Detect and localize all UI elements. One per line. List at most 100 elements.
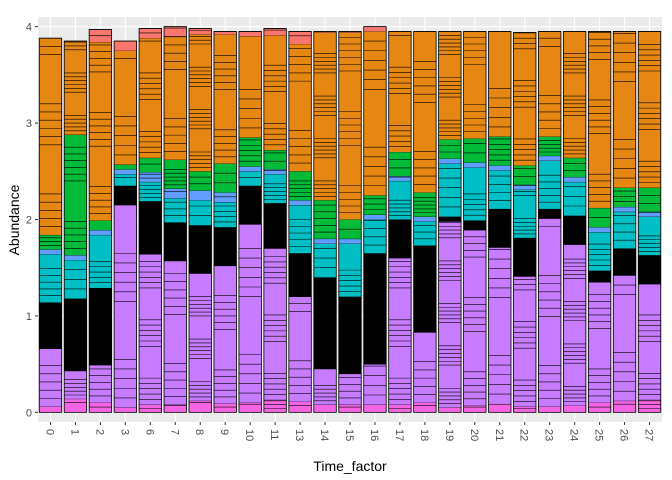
bar-outline bbox=[313, 31, 337, 413]
bar-segment-violet bbox=[89, 365, 112, 403]
bar-segment-orange bbox=[588, 31, 611, 208]
bar-segment-green bbox=[89, 220, 112, 231]
bar-7 bbox=[163, 26, 187, 413]
bar-segment-violet bbox=[438, 221, 462, 408]
bar-segment-blue bbox=[238, 166, 262, 172]
bar-segment-salmon bbox=[89, 29, 112, 43]
y-axis: 0 1 2 3 4 bbox=[26, 22, 38, 419]
bar-15 bbox=[338, 31, 362, 413]
bar-outline bbox=[513, 32, 537, 413]
bar-outline bbox=[363, 26, 387, 413]
bar-segment-pink bbox=[164, 404, 187, 413]
bar-segment-pink bbox=[89, 402, 112, 413]
bar-outline bbox=[188, 28, 212, 413]
bar-segment-violet bbox=[413, 332, 437, 403]
bar-segment-green bbox=[513, 165, 536, 185]
bar-segment-black bbox=[288, 253, 312, 297]
bar-segment-pink bbox=[413, 402, 437, 413]
x-tick-label: 22 bbox=[518, 429, 530, 441]
bar-segment-violet bbox=[139, 254, 162, 405]
bar-segment-orange bbox=[213, 34, 237, 164]
x-tick-label: 3 bbox=[118, 429, 130, 435]
x-tick-label: 14 bbox=[318, 429, 330, 441]
bar-segment-pink bbox=[64, 398, 87, 413]
bar-outline bbox=[238, 31, 262, 413]
bar-segment-pink bbox=[438, 407, 462, 413]
bar-segment-orange bbox=[313, 32, 337, 201]
bar-segment-pink bbox=[213, 403, 237, 413]
bar-segment-green bbox=[438, 139, 462, 159]
bar-segment-black bbox=[413, 245, 437, 333]
bar-19 bbox=[438, 31, 462, 413]
bar-segment-orange bbox=[89, 42, 112, 221]
bar-segment-blue bbox=[139, 172, 162, 182]
bar-segment-green bbox=[413, 192, 437, 217]
bar-segment-black bbox=[64, 298, 87, 371]
bar-segment-green bbox=[388, 152, 412, 177]
x-tick-label: 6 bbox=[143, 429, 155, 435]
x-tick-label: 16 bbox=[368, 429, 380, 441]
bar-segment-pink bbox=[189, 400, 212, 413]
bar-segment-violet bbox=[388, 258, 412, 405]
bar-segment-pink bbox=[613, 400, 636, 413]
bar-segment-orange bbox=[388, 31, 412, 152]
bar-segment-violet bbox=[263, 248, 287, 400]
bar-segment-blue bbox=[538, 155, 561, 161]
bar-segment-pink bbox=[288, 401, 312, 413]
bar-segment-black bbox=[438, 216, 462, 222]
bar-segment-blue bbox=[263, 169, 287, 175]
bar-segment-pink bbox=[313, 404, 337, 413]
bar-outline bbox=[88, 29, 113, 413]
bar-segment-green bbox=[189, 171, 212, 191]
bar-segment-green bbox=[139, 157, 162, 173]
bar-21 bbox=[488, 31, 512, 413]
bar-segment-violet bbox=[488, 247, 511, 404]
bar-segment-black bbox=[638, 255, 661, 285]
bar-segment-pink bbox=[238, 402, 262, 413]
bar-segment-violet bbox=[164, 260, 187, 405]
bar-outline bbox=[113, 40, 137, 413]
bar-segment-blue bbox=[563, 177, 586, 182]
bar-segment-salmon bbox=[213, 31, 237, 35]
bar-segment-black bbox=[388, 219, 412, 259]
x-tick-label: 10 bbox=[243, 429, 255, 441]
bar-segment-black bbox=[313, 277, 337, 369]
bar-segment-blue bbox=[288, 200, 312, 206]
bar-segment-teal bbox=[363, 219, 387, 254]
bar-segment-teal bbox=[488, 170, 511, 209]
bar-27 bbox=[637, 31, 662, 413]
bar-segment-black bbox=[513, 237, 536, 277]
bar-16 bbox=[363, 26, 387, 413]
bar-segment-pink bbox=[513, 406, 536, 413]
bar-segment-green bbox=[238, 137, 262, 167]
bar-segment-green bbox=[313, 200, 337, 239]
y-tick-label: 2 bbox=[26, 215, 32, 227]
bar-segment-black bbox=[114, 185, 137, 206]
x-tick-label: 25 bbox=[593, 429, 605, 441]
bar-segment-salmon bbox=[338, 31, 362, 33]
x-tick-label: 13 bbox=[293, 429, 305, 441]
bar-24 bbox=[563, 31, 587, 413]
bar-8 bbox=[188, 28, 212, 413]
y-axis-title: Abundance bbox=[6, 184, 22, 255]
bar-segment-pink bbox=[488, 403, 511, 413]
bar-outline bbox=[413, 31, 437, 413]
bar-segment-blue bbox=[213, 192, 237, 203]
bar-segment-violet bbox=[64, 370, 87, 399]
bar-3 bbox=[113, 40, 137, 413]
bar-segment-pink bbox=[463, 405, 487, 413]
bar-segment-violet bbox=[638, 284, 661, 400]
bar-10 bbox=[238, 31, 262, 413]
bar-segment-pink bbox=[338, 404, 362, 413]
bar-20 bbox=[463, 31, 487, 413]
y-tick-label: 1 bbox=[26, 311, 32, 323]
bar-segment-green bbox=[463, 138, 487, 163]
bar-segment-orange bbox=[114, 50, 137, 165]
bar-segment-salmon bbox=[363, 26, 387, 32]
bar-segment-teal bbox=[238, 171, 262, 186]
bar-segment-blue bbox=[413, 216, 437, 222]
bar-outline bbox=[388, 31, 412, 413]
bar-segment-teal bbox=[413, 221, 437, 246]
bar-segment-orange bbox=[288, 44, 312, 172]
